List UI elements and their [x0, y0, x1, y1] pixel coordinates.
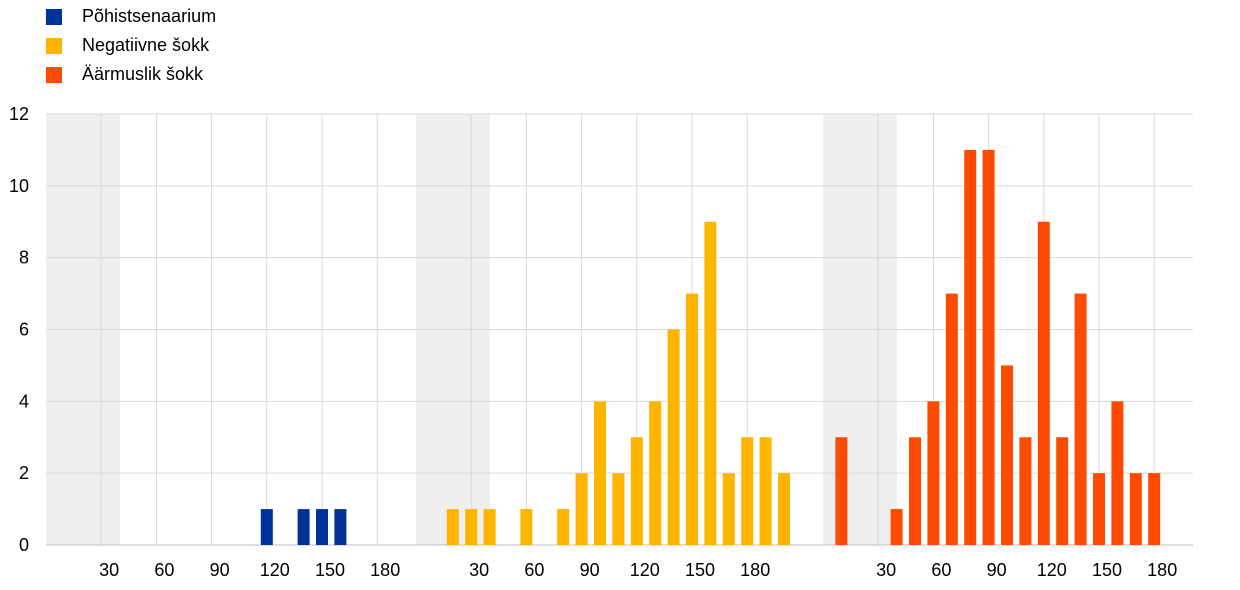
- bar: [612, 473, 625, 545]
- bar: [1111, 401, 1124, 545]
- x-tick-label: 30: [99, 560, 119, 580]
- y-tick-label: 12: [9, 104, 29, 124]
- x-tick-label: 90: [987, 560, 1007, 580]
- x-tick-label: 60: [931, 560, 951, 580]
- legend-label-baseline: Põhistsenaarium: [82, 6, 217, 26]
- bar: [835, 437, 848, 545]
- y-tick-label: 2: [19, 463, 29, 483]
- y-tick-label: 10: [9, 176, 29, 196]
- legend-item-severe: Äärmuslik šokk: [46, 60, 216, 89]
- bar: [982, 149, 995, 545]
- bar: [483, 509, 496, 545]
- x-tick-label: 60: [524, 560, 544, 580]
- bar: [890, 509, 903, 545]
- bar: [630, 437, 643, 545]
- legend-swatch-baseline: [46, 8, 62, 25]
- bar: [759, 437, 772, 545]
- x-tick-label: 90: [210, 560, 230, 580]
- legend: Põhistsenaarium Negatiivne šokk Äärmusli…: [46, 2, 216, 89]
- legend-swatch-severe: [46, 66, 62, 83]
- x-tick-label: 30: [469, 560, 489, 580]
- bar: [909, 437, 921, 545]
- y-tick-label: 6: [19, 320, 29, 340]
- bar: [1093, 473, 1105, 545]
- x-tick-label: 180: [1147, 560, 1177, 580]
- x-tick-label: 180: [740, 560, 770, 580]
- legend-label-severe: Äärmuslik šokk: [82, 64, 204, 84]
- bar: [594, 401, 606, 545]
- x-tick-label: 150: [315, 560, 345, 580]
- x-tick-label: 60: [154, 560, 174, 580]
- bar: [316, 509, 328, 545]
- x-tick-label: 150: [685, 560, 715, 580]
- x-tick-label: 120: [630, 560, 660, 580]
- bar: [334, 509, 347, 545]
- bar: [667, 329, 680, 545]
- bar: [1001, 365, 1013, 545]
- y-tick-label: 8: [19, 248, 29, 268]
- legend-item-baseline: Põhistsenaarium: [46, 2, 216, 31]
- bar: [1037, 221, 1050, 545]
- bar: [465, 509, 478, 545]
- y-tick-label: 4: [19, 391, 29, 411]
- bar: [964, 149, 977, 545]
- legend-item-adverse: Negatiivne šokk: [46, 31, 216, 60]
- x-tick-label: 30: [876, 560, 896, 580]
- bar: [557, 509, 570, 545]
- bar: [704, 221, 717, 545]
- legend-swatch-adverse: [46, 37, 62, 54]
- bar: [649, 401, 662, 545]
- bar: [260, 509, 273, 545]
- bar: [1129, 473, 1142, 545]
- bar: [1148, 473, 1161, 545]
- bar: [686, 293, 698, 545]
- x-tick-label: 120: [260, 560, 290, 580]
- x-tick-label: 150: [1092, 560, 1122, 580]
- bar: [778, 473, 790, 545]
- bar: [741, 437, 754, 545]
- bar: [945, 293, 958, 545]
- bar: [446, 509, 459, 545]
- bar: [1056, 437, 1069, 545]
- x-tick-label: 90: [580, 560, 600, 580]
- legend-label-adverse: Negatiivne šokk: [82, 35, 210, 55]
- bar: [722, 473, 735, 545]
- bar: [297, 509, 310, 545]
- x-tick-label: 120: [1037, 560, 1067, 580]
- bar: [520, 509, 533, 545]
- bar: [1074, 293, 1087, 545]
- bar: [1019, 437, 1032, 545]
- x-tick-label: 180: [370, 560, 400, 580]
- y-tick-label: 0: [19, 535, 29, 555]
- bar: [927, 401, 940, 545]
- bar: [575, 473, 588, 545]
